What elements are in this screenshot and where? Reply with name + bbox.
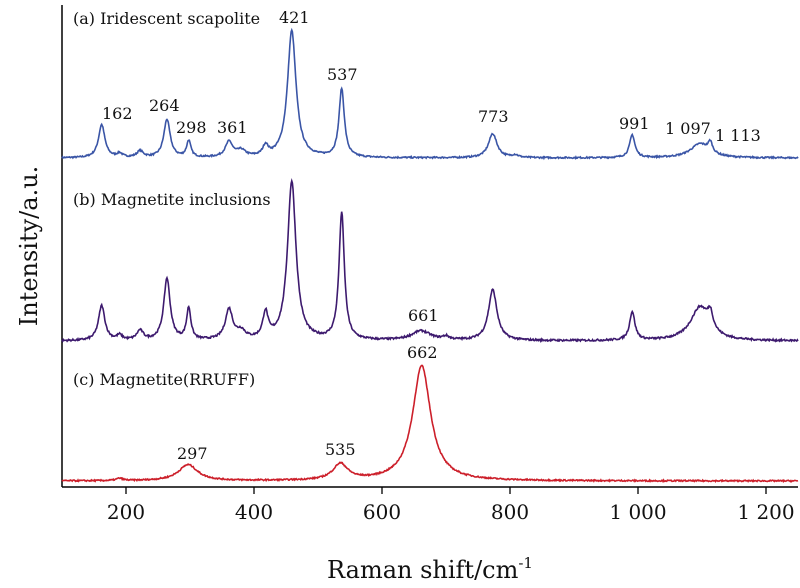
- x-axis-title-main: Raman shift/cm: [327, 556, 519, 584]
- x-tick-label: 600: [363, 500, 401, 524]
- peak-label-a-1097: 1 097: [665, 119, 711, 138]
- series-c-title: (c) Magnetite(RRUFF): [73, 370, 255, 389]
- peak-label-c-297: 297: [177, 444, 208, 463]
- peak-label-a-537: 537: [327, 65, 358, 84]
- peak-label-a-298: 298: [176, 118, 207, 137]
- x-tick-label: 800: [491, 500, 529, 524]
- x-tick-label: 400: [235, 500, 273, 524]
- peak-label-a-773: 773: [478, 107, 509, 126]
- x-tick-label: 200: [107, 500, 145, 524]
- peak-label-a-264: 264: [149, 96, 180, 115]
- peak-label-c-535: 535: [325, 440, 356, 459]
- x-tick-label: 1 200: [737, 500, 794, 524]
- spectrum-line-a: [61, 27, 799, 161]
- peak-label-a-1113: 1 113: [715, 126, 761, 145]
- series-a-title: (a) Iridescent scapolite: [73, 9, 260, 28]
- peak-label-a-991: 991: [619, 114, 650, 133]
- series-b-title: (b) Magnetite inclusions: [73, 190, 271, 209]
- x-tick-label: 1 000: [609, 500, 666, 524]
- series-layer: [61, 27, 799, 484]
- x-axis-title: Raman shift/cm-1: [327, 554, 533, 584]
- x-axis-title-superscript: -1: [518, 554, 533, 572]
- x-ticks: 200 400 600 800 1 000 1 200: [107, 487, 795, 524]
- spectrum-line-b: [61, 177, 799, 344]
- plot-frame: [61, 5, 798, 488]
- peak-label-a-361: 361: [217, 118, 248, 137]
- y-axis-title: Intensity/a.u.: [15, 166, 43, 327]
- spectrum-line-c: [61, 364, 799, 484]
- peak-label-a-421: 421: [279, 8, 310, 27]
- peak-label-b-661: 661: [408, 306, 439, 325]
- peak-label-a-162: 162: [102, 104, 133, 123]
- peak-label-c-662: 662: [407, 343, 438, 362]
